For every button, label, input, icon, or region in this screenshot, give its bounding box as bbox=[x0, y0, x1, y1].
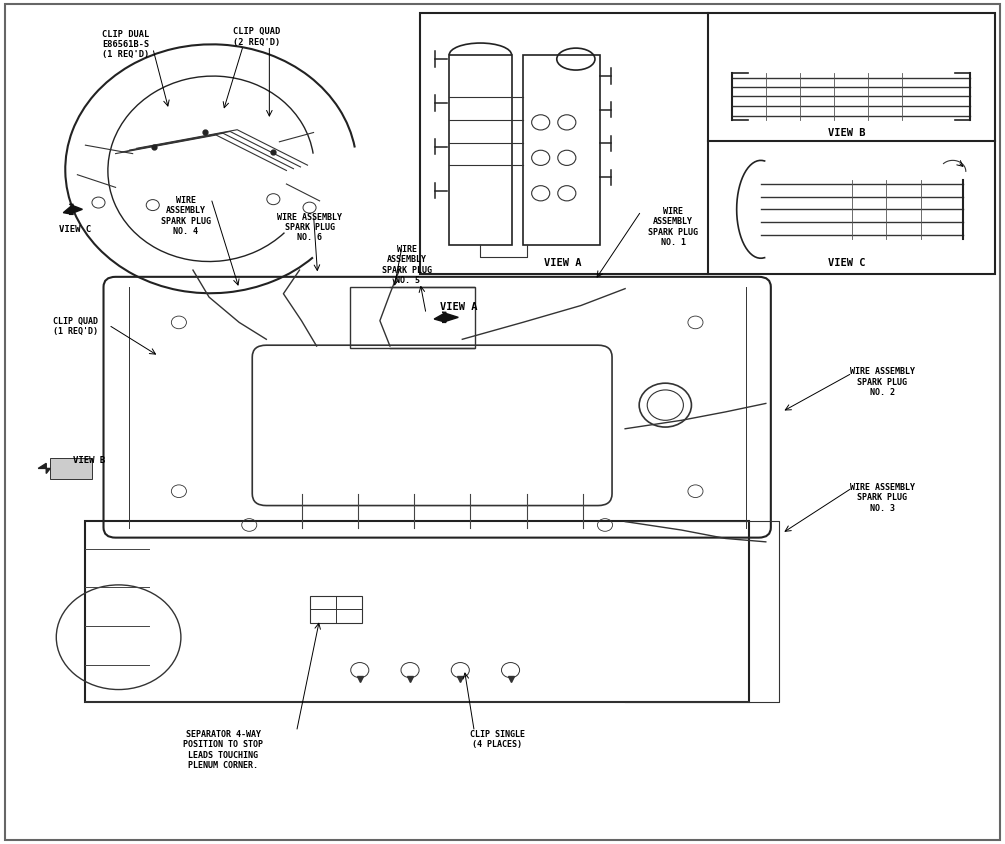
Text: CLIP QUAD
(2 REQ'D): CLIP QUAD (2 REQ'D) bbox=[232, 27, 280, 46]
Bar bbox=[85, 521, 749, 702]
Bar bbox=[420, 13, 995, 274]
Polygon shape bbox=[63, 204, 82, 214]
Text: VIEW B: VIEW B bbox=[828, 128, 866, 138]
Text: SEPARATOR 4-WAY
POSITION TO STOP
LEADS TOUCHING
PLENUM CORNER.: SEPARATOR 4-WAY POSITION TO STOP LEADS T… bbox=[183, 730, 263, 771]
Text: VIEW C: VIEW C bbox=[828, 258, 866, 268]
Text: VIEW A: VIEW A bbox=[544, 258, 582, 268]
Bar bbox=[50, 458, 92, 479]
Text: WIRE ASSEMBLY
SPARK PLUG
NO. 6: WIRE ASSEMBLY SPARK PLUG NO. 6 bbox=[277, 213, 342, 242]
Text: CLIP SINGLE
(4 PLACES): CLIP SINGLE (4 PLACES) bbox=[470, 730, 525, 749]
Text: CLIP DUAL
E86561B-S
(1 REQ'D): CLIP DUAL E86561B-S (1 REQ'D) bbox=[102, 30, 150, 59]
Text: VIEW A: VIEW A bbox=[439, 302, 477, 312]
Text: WIRE ASSEMBLY
SPARK PLUG
NO. 3: WIRE ASSEMBLY SPARK PLUG NO. 3 bbox=[850, 483, 915, 512]
Text: WIRE
ASSEMBLY
SPARK PLUG
NO. 5: WIRE ASSEMBLY SPARK PLUG NO. 5 bbox=[382, 245, 432, 285]
Bar bbox=[310, 596, 362, 623]
Bar bbox=[449, 55, 512, 245]
Text: VIEW C: VIEW C bbox=[59, 225, 91, 234]
Text: VIEW B: VIEW B bbox=[73, 456, 106, 465]
Text: WIRE
ASSEMBLY
SPARK PLUG
NO. 1: WIRE ASSEMBLY SPARK PLUG NO. 1 bbox=[648, 207, 698, 247]
Text: CLIP QUAD
(1 REQ'D): CLIP QUAD (1 REQ'D) bbox=[53, 316, 97, 336]
Text: WIRE ASSEMBLY
SPARK PLUG
NO. 2: WIRE ASSEMBLY SPARK PLUG NO. 2 bbox=[850, 367, 915, 397]
Bar bbox=[523, 55, 600, 245]
Polygon shape bbox=[38, 463, 50, 473]
Polygon shape bbox=[434, 312, 458, 322]
Bar bbox=[350, 287, 475, 348]
Text: WIRE
ASSEMBLY
SPARK PLUG
NO. 4: WIRE ASSEMBLY SPARK PLUG NO. 4 bbox=[161, 196, 211, 236]
